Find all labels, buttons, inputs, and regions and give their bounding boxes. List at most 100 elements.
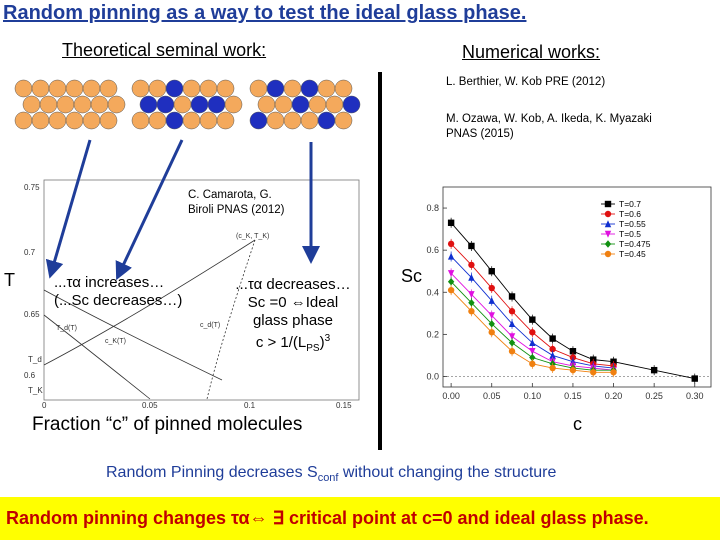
data-point: [610, 369, 617, 376]
conclusion-banner: [0, 497, 720, 540]
arrows-layer: [45, 139, 320, 281]
data-point: [529, 348, 536, 355]
y-tick-label: 0.4: [426, 287, 439, 297]
tick-x-015: 0.15: [336, 401, 352, 410]
sc-chart: 0.0 0.2 0.4 0.6 0.8 0.00 0.05 0.10 0.15 0.20 0.25 0…: [401, 186, 712, 432]
x-tick-label: 0.00: [442, 391, 460, 401]
data-point: [508, 333, 516, 341]
data-point: [468, 273, 475, 281]
tick-x-01: 0.1: [244, 401, 256, 410]
tick-y-td: T_d: [28, 355, 42, 364]
legend-label: T=0.5: [619, 229, 641, 239]
free-particle: [216, 111, 235, 130]
left-heading: Theoretical seminal work:: [62, 40, 267, 60]
vertical-divider: [378, 72, 382, 450]
data-point: [508, 293, 516, 300]
tick-y-075: 0.75: [24, 183, 40, 192]
ref-berthier: L. Berthier, W. Kob PRE (2012): [446, 76, 606, 88]
label-ck-tk: (c_K, T_K): [236, 233, 269, 240]
legend-marker: [604, 200, 612, 208]
y-tick-label: 0.8: [426, 203, 439, 213]
free-particle: [224, 95, 243, 114]
data-point: [529, 329, 536, 336]
conclusion-text: Random pinning changes τα⇔ ∃ critical po…: [6, 508, 649, 528]
y-tick-label: 0.6: [426, 245, 439, 255]
data-point: [650, 366, 658, 374]
data-point: [549, 364, 556, 372]
data-point: [447, 286, 455, 294]
data-point: [488, 296, 495, 304]
x-tick-label: 0.25: [645, 391, 663, 401]
legend-label: T=0.7: [619, 199, 641, 209]
data-point: [488, 284, 495, 292]
data-point: [508, 348, 516, 355]
arrow-2: [115, 139, 184, 281]
data-point: [447, 278, 455, 286]
x-tick-label: 0.30: [686, 391, 704, 401]
data-point: [468, 261, 475, 269]
tick-x-0: 0: [42, 401, 47, 410]
legend-marker: [604, 220, 612, 228]
data-point: [549, 335, 556, 342]
right-heading: Numerical works:: [462, 42, 601, 62]
ref-ozawa: M. Ozawa, W. Kob, A. Ikeda, K. Myazaki P…: [446, 113, 652, 140]
curve-cd: [43, 289, 223, 381]
phase-diagram: 0.75 0.7 0.65 T_d 0.6 T_K 0 0.05 0.1 0.1…: [4, 179, 360, 410]
chart-frame: [442, 186, 712, 388]
data-point: [569, 348, 577, 355]
data-point: [488, 320, 495, 328]
legend-marker: [604, 240, 612, 248]
data-point: [508, 308, 516, 315]
legend-label: T=0.6: [619, 209, 641, 219]
bottom-note: Random Pinning decreases Sconf without c…: [106, 464, 557, 485]
tick-y-tk: T_K: [28, 386, 43, 395]
data-point: [549, 351, 556, 359]
free-particle: [99, 111, 118, 130]
legend-marker: [604, 250, 612, 258]
curve-td: [43, 239, 256, 366]
data-point: [447, 270, 455, 278]
data-point: [468, 291, 475, 299]
y-tick-label: 0.0: [426, 371, 439, 381]
data-point: [468, 308, 475, 315]
y-tick-label: 0.2: [426, 329, 439, 339]
legend-marker: [604, 210, 612, 218]
free-particle: [99, 79, 118, 98]
data-point: [529, 339, 536, 346]
free-particle: [334, 111, 353, 130]
data-point: [529, 316, 536, 323]
data-point: [488, 312, 495, 320]
y-axis-symbol: T: [4, 270, 15, 290]
data-point: [447, 240, 455, 248]
tick-x-005: 0.05: [142, 401, 158, 410]
data-point: [488, 329, 495, 336]
citation-camarota: C. Camarota, G. Biroli PNAS (2012): [188, 189, 285, 216]
data-point: [468, 242, 475, 250]
data-point: [468, 299, 475, 307]
arrow-1: [45, 139, 92, 279]
legend-label: T=0.55: [619, 219, 646, 229]
legend-marker: [604, 230, 612, 238]
curve-vertical: [206, 239, 256, 400]
x-tick-label: 0.10: [524, 391, 542, 401]
free-particle: [216, 79, 235, 98]
label-ck: c_K(T): [105, 338, 126, 345]
data-point: [529, 360, 536, 368]
left-xaxis-label: Fraction “c” of pinned molecules: [32, 414, 303, 435]
x-tick-label: 0.20: [605, 391, 623, 401]
legend-label: T=0.475: [619, 239, 651, 249]
legend-label: T=0.45: [619, 249, 646, 259]
data-point: [488, 268, 495, 275]
tick-y-070: 0.7: [24, 248, 36, 257]
note-right: ...τα decreases… Sc =0 ⇔Ideal glass phas…: [235, 276, 351, 354]
data-point: [590, 369, 597, 376]
label-td: T_d(T): [56, 325, 77, 332]
pinned-particle: [342, 95, 361, 114]
data-point: [447, 219, 455, 226]
free-particle: [334, 79, 353, 98]
x-tick-label: 0.05: [483, 391, 501, 401]
free-particle: [107, 95, 126, 114]
data-point: [447, 252, 455, 260]
slide-title: Random pinning as a way to test the idea…: [3, 2, 527, 24]
chart-ylabel: Sc: [401, 266, 422, 286]
